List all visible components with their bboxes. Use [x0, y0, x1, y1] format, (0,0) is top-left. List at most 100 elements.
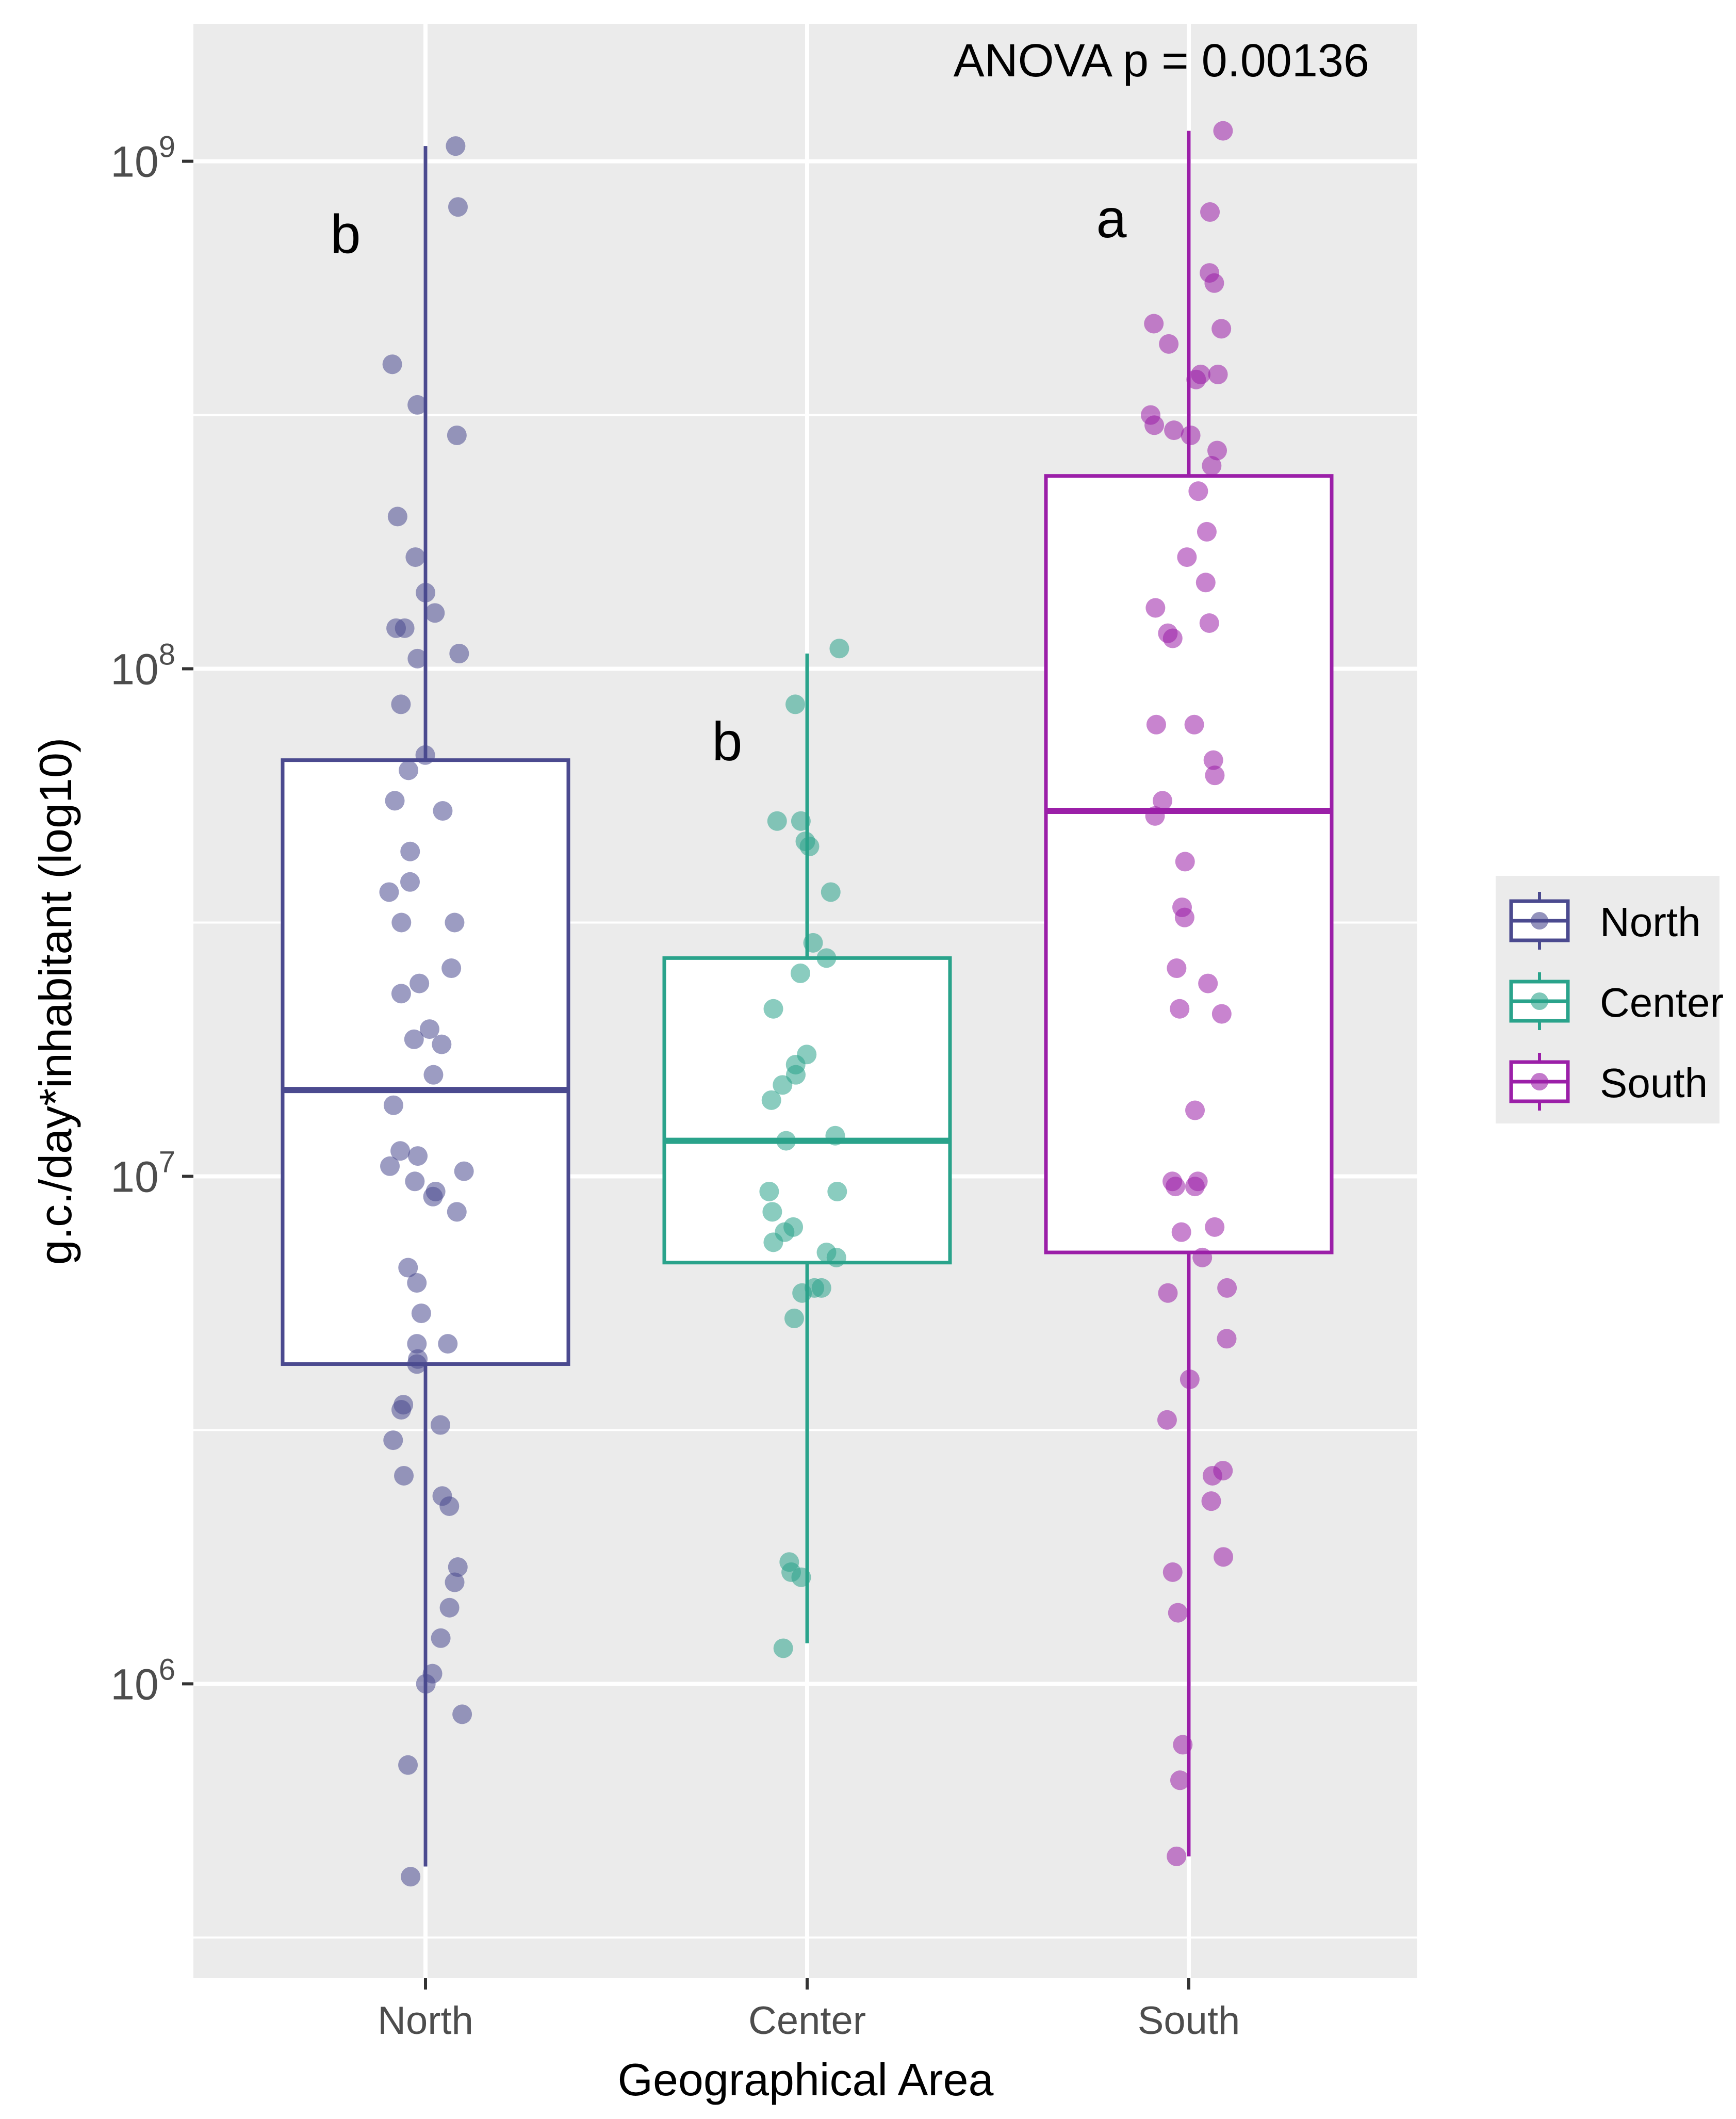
center-box	[662, 956, 952, 1265]
north-data-point	[391, 912, 412, 933]
south-data-point	[1200, 202, 1220, 222]
x-tick-label-north: North	[378, 1999, 473, 2043]
center-data-point	[826, 1247, 846, 1267]
north-data-point	[407, 395, 428, 415]
north-data-point	[454, 1161, 474, 1181]
center-data-point	[825, 1126, 845, 1146]
south-data-point	[1207, 441, 1227, 461]
south-data-point	[1217, 1278, 1237, 1298]
center-data-point	[827, 1181, 847, 1201]
north-data-point	[400, 841, 420, 861]
south-data-point	[1197, 521, 1217, 542]
north-data-point	[415, 745, 435, 765]
y-axis-title: g.c./day*inhabitant (log10)	[30, 738, 81, 1265]
north-data-point	[431, 1628, 451, 1648]
south-data-point	[1198, 973, 1218, 993]
center-data-point	[763, 999, 783, 1019]
north-data-point	[449, 644, 469, 664]
center-data-point	[785, 694, 806, 714]
y-tick-label: 107	[110, 1145, 175, 1201]
center-data-point	[761, 1090, 781, 1110]
north-data-point	[383, 1430, 403, 1450]
south-data-point	[1202, 1465, 1222, 1486]
north-data-point	[407, 1334, 427, 1354]
center-data-point	[829, 639, 849, 659]
center-data-point	[784, 1308, 804, 1328]
x-tick-label-center: Center	[748, 1999, 866, 2043]
significance-letters: b b a	[331, 188, 1127, 772]
south-data-point	[1184, 714, 1204, 735]
south-data-point	[1145, 598, 1166, 618]
center-data-point	[803, 933, 823, 953]
center-data-point	[821, 882, 841, 902]
north-data-point	[394, 1465, 414, 1486]
legend: North Center South	[1496, 876, 1724, 1123]
south-data-point	[1211, 319, 1232, 339]
north-data-point	[416, 582, 436, 602]
south-data-point	[1201, 1491, 1221, 1511]
north-data-point	[445, 912, 465, 933]
south-data-point	[1185, 1177, 1205, 1197]
north-data-point	[385, 791, 405, 811]
south-data-point	[1159, 334, 1179, 354]
center-data-point	[763, 1232, 783, 1252]
south-data-point	[1167, 1846, 1187, 1866]
north-data-point	[405, 547, 425, 567]
south-data-point	[1144, 415, 1165, 435]
north-data-point	[400, 872, 420, 892]
x-axis-title: Geographical Area	[618, 2054, 994, 2105]
north-data-point	[452, 1704, 472, 1724]
south-data-point	[1166, 1177, 1186, 1197]
north-data-point	[438, 1334, 458, 1354]
north-data-point	[383, 1095, 403, 1115]
south-data-point	[1195, 573, 1216, 593]
center-data-point	[792, 1283, 812, 1303]
center-data-point	[759, 1181, 779, 1201]
south-data-point	[1202, 455, 1222, 476]
center-data-point	[776, 1131, 796, 1151]
south-data-point	[1192, 1247, 1213, 1267]
north-data-point	[387, 507, 407, 527]
center-data-point	[799, 836, 820, 856]
center-data-point	[762, 1202, 782, 1222]
south-significance-letter: a	[1096, 188, 1127, 249]
south-data-point	[1188, 481, 1208, 501]
north-data-point	[448, 1557, 468, 1577]
south-data-point	[1146, 714, 1166, 735]
north-data-point	[411, 1303, 431, 1324]
south-data-point	[1211, 1004, 1232, 1024]
center-data-point	[773, 1638, 793, 1658]
north-data-point	[399, 760, 419, 780]
anova-annotation: ANOVA p = 0.00136	[954, 35, 1369, 87]
north-data-point	[445, 1572, 465, 1592]
south-data-point	[1205, 1217, 1225, 1237]
x-axis-ticks: North Center South	[378, 1978, 1240, 2043]
center-data-point	[816, 948, 837, 968]
south-data-point	[1186, 369, 1206, 389]
x-tick-label-south: South	[1138, 1999, 1240, 2043]
south-data-point	[1199, 613, 1219, 633]
south-data-point	[1217, 1329, 1237, 1349]
north-data-point	[391, 1400, 412, 1420]
north-data-point	[407, 648, 428, 669]
south-data-point	[1144, 314, 1164, 334]
south-data-point	[1167, 958, 1187, 979]
north-data-point	[408, 1146, 428, 1166]
south-data-point	[1180, 1370, 1200, 1390]
north-data-point	[432, 1034, 452, 1054]
south-data-point	[1162, 628, 1183, 648]
legend-label-north: North	[1600, 899, 1701, 945]
center-data-point	[773, 1075, 793, 1095]
north-data-point	[407, 1354, 427, 1374]
north-data-point	[398, 1258, 418, 1278]
south-data-point	[1158, 1283, 1178, 1303]
center-data-point	[767, 811, 787, 831]
south-data-point	[1213, 121, 1233, 141]
north-data-point	[410, 973, 430, 993]
south-data-point	[1168, 1603, 1188, 1623]
north-data-point	[390, 1141, 411, 1161]
north-data-point	[398, 1755, 418, 1775]
south-data-point	[1152, 791, 1172, 811]
north-data-point	[448, 197, 468, 217]
